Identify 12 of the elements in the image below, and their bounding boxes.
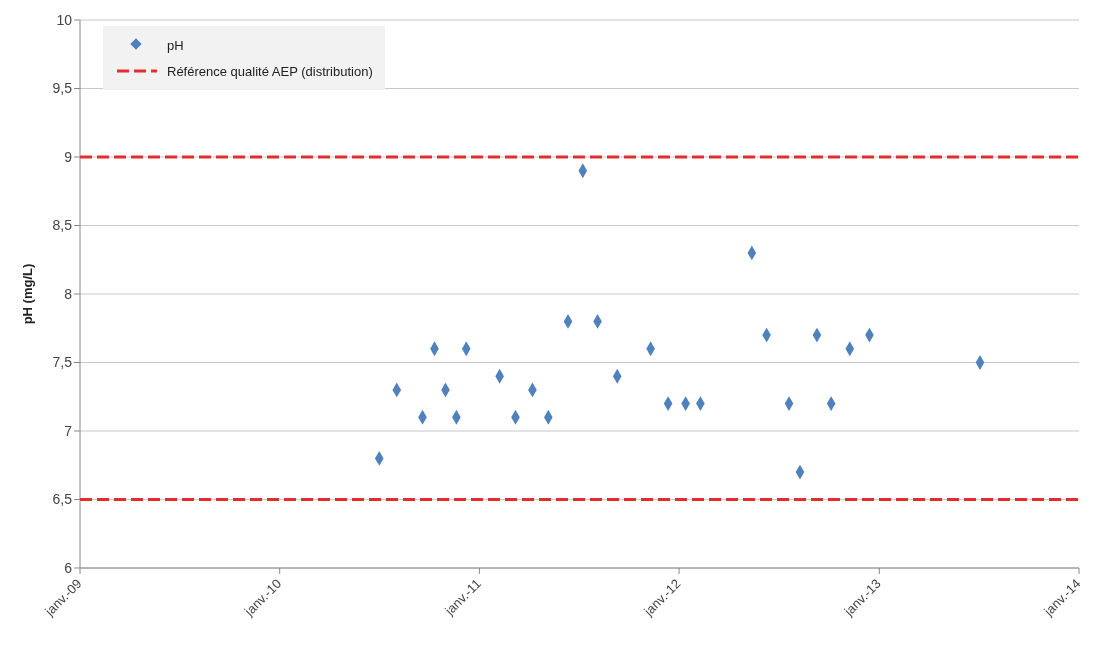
y-tick-label: 7 — [64, 422, 73, 439]
y-tick-label: 8 — [64, 285, 73, 302]
y-tick-label: 8,5 — [52, 217, 73, 234]
y-axis-title: pH (mg/L) — [19, 263, 35, 325]
y-tick-label: 6 — [64, 559, 73, 576]
y-tick-label: 9,5 — [52, 80, 73, 97]
legend-label: pH — [167, 37, 184, 53]
y-tick-label: 6,5 — [52, 491, 73, 508]
y-tick-label: 9 — [64, 148, 73, 165]
y-tick-label: 7,5 — [52, 354, 73, 371]
legend-label: Référence qualité AEP (distribution) — [167, 63, 373, 79]
y-tick-label: 10 — [56, 11, 73, 28]
